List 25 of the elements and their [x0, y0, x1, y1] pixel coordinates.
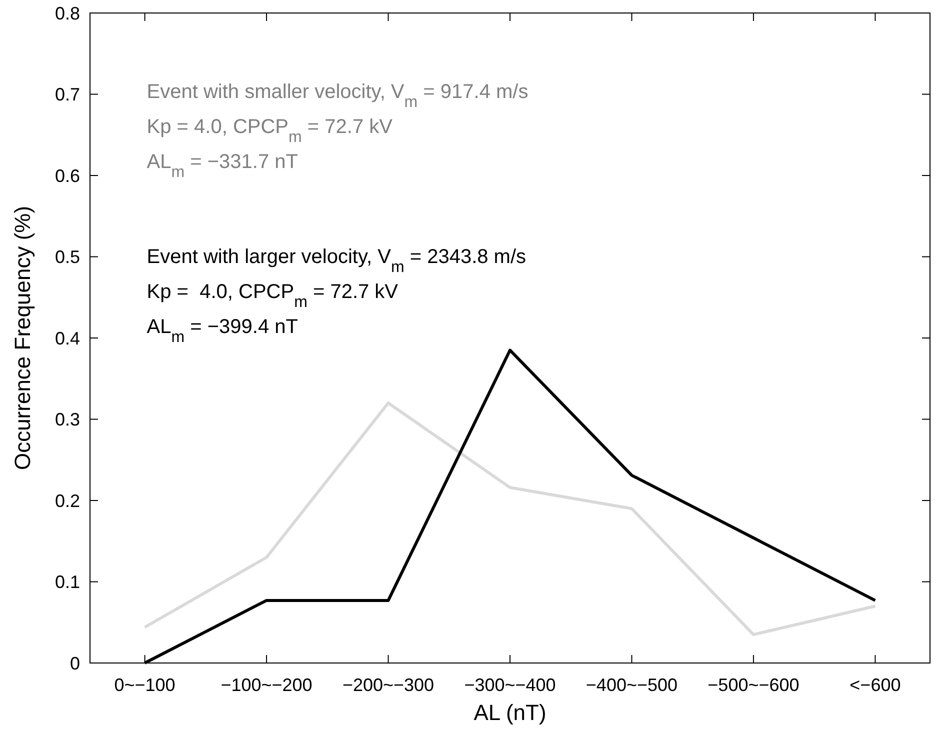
x-tick-label: −300~−400 — [464, 675, 556, 695]
x-tick-label: −200~−300 — [342, 675, 434, 695]
annotation: Event with larger velocity, V$_{m}$ = 2343.8 m/s — [146, 246, 526, 276]
x-tick-label: −500~−600 — [708, 675, 800, 695]
annotation: Event with smaller velocity, V$_{m}$ = 917.4 m/s — [146, 81, 528, 110]
annotation: AL$_{m}$ = −399.4 nT — [146, 316, 298, 346]
x-tick-label: 0~−100 — [114, 675, 176, 695]
x-axis-title: AL (nT) — [474, 700, 546, 725]
y-tick-label: 0.4 — [54, 328, 80, 348]
y-tick-label: 0.5 — [54, 247, 80, 268]
y-tick-label: 0 — [70, 653, 80, 674]
x-tick-label: −100~−200 — [220, 675, 312, 695]
annotation: Kp = 4.0, CPCP$_{m}$ = 72.7 kV — [146, 281, 399, 310]
y-tick-label: 0.6 — [54, 166, 80, 186]
x-tick-label: −400~−500 — [586, 675, 678, 695]
y-tick-label: 0.7 — [54, 84, 80, 105]
annotation: Kp = 4.0, CPCP$_{m}$ = 72.7 kV — [146, 116, 394, 146]
y-tick-label: 0.8 — [54, 3, 80, 24]
line-series — [143, 402, 877, 636]
y-axis-title: Occurrence Frequency (%) — [10, 206, 35, 470]
x-tick-label: <−600 — [850, 675, 901, 695]
annotation: AL$_{m}$ = −331.7 nT — [146, 151, 298, 180]
y-tick-label: 0.1 — [54, 572, 80, 592]
y-tick-label: 0.2 — [54, 490, 80, 511]
y-tick-label: 0.3 — [54, 410, 80, 430]
